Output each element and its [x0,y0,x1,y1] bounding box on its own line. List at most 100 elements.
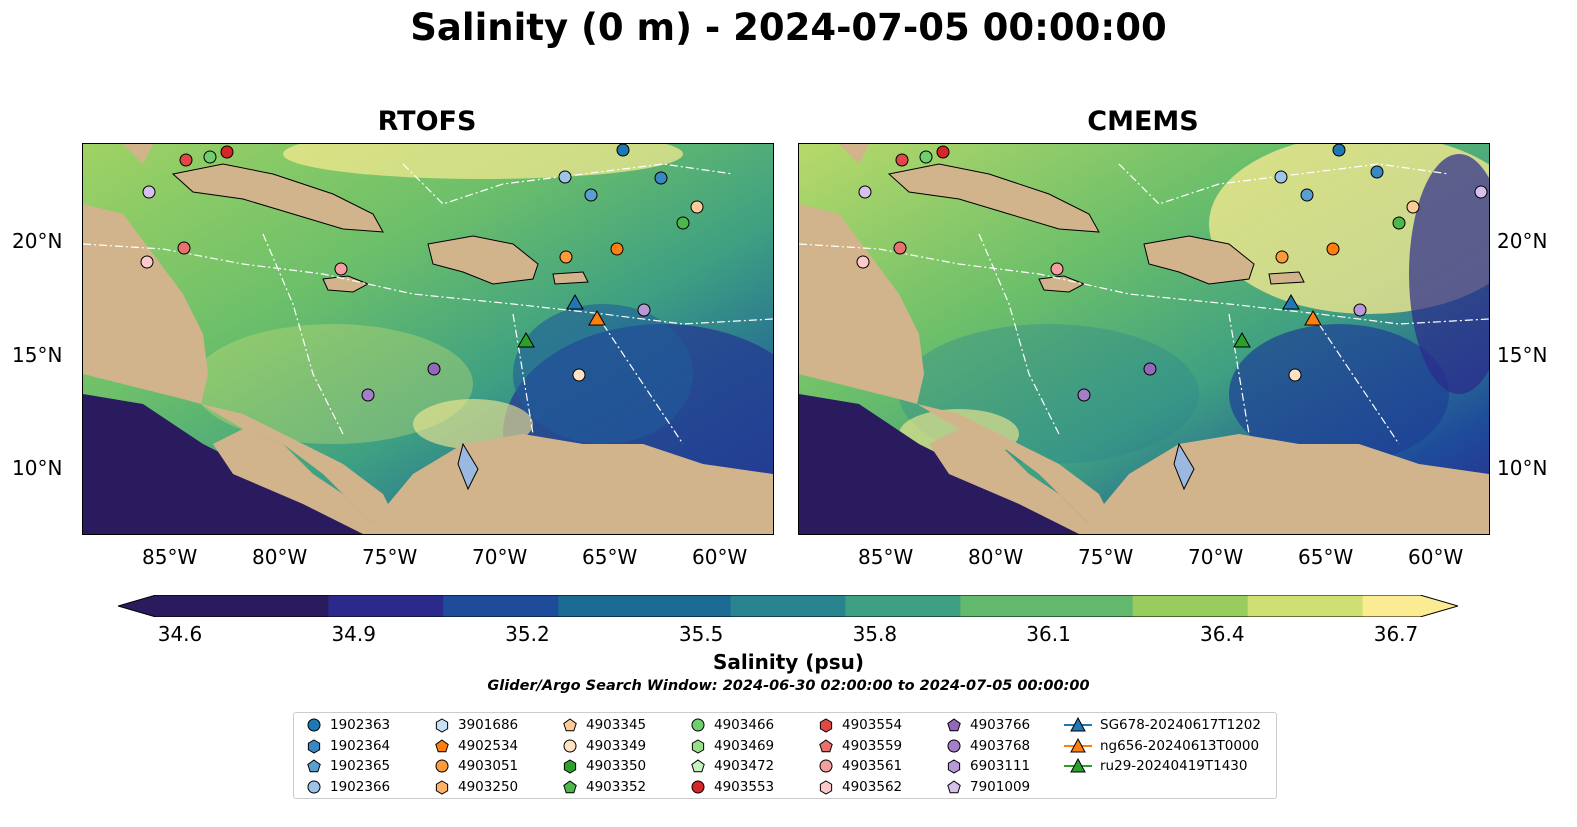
lon-tick-85w-left: 85°W [142,545,198,569]
colorbar-segment [730,595,789,617]
legend-label: 4903051 [458,758,519,774]
legend-label: 4903559 [842,737,903,754]
map-title-cmems: CMEMS [1087,106,1199,137]
lat-tick-20n-right: 20°N [1497,229,1548,253]
lon-tick-80w-right: 80°W [968,545,1024,569]
legend-label: 3901686 [458,717,519,733]
colorbar-tick-label: 35.2 [505,622,550,646]
pentagon-marker-icon [307,759,321,773]
colorbar-segment [558,595,617,617]
hexagon-marker-icon [947,759,961,774]
legend-label: 4903553 [714,778,775,795]
legend-item: 4903250 [434,777,518,797]
legend-label: 4903469 [714,737,775,754]
hexagon-marker-icon [691,738,705,754]
colorbar-segment [1132,595,1191,617]
legend-item: 4902534 [434,736,518,756]
lon-tick-60w-right: 60°W [1408,545,1464,569]
lat-tick-10n-right: 10°N [1497,456,1548,480]
pentagon-marker-icon [691,759,705,773]
colorbar-segment [788,595,847,617]
legend-item: SG678-20240617T1202 [1064,715,1261,735]
lat-tick-10n-left: 10°N [12,456,63,480]
map-panel-cmems [798,143,1490,535]
legend-item: 6903111 [946,756,1030,776]
colorbar-segment [443,595,502,617]
hexagon-marker-icon [563,759,577,774]
legend-label: 4903352 [586,778,647,795]
triangle-marker-icon [1064,717,1092,732]
legend-item: 7901009 [946,777,1030,797]
colorbar-extend-high [1420,595,1458,617]
legend-label: ru29-20240419T1430 [1100,758,1248,774]
colorbar-extend-low [118,595,156,617]
circle-marker-icon [307,718,321,732]
colorbar-segment [1075,595,1134,617]
hexagon-marker-icon [819,779,833,795]
legend-item: 4903768 [946,736,1030,756]
circle-marker-icon [563,739,577,752]
legend-label: SG678-20240617T1202 [1100,717,1261,733]
legend-item: 4903345 [562,715,646,735]
colorbar-tick-label: 34.6 [157,622,203,646]
pentagon-marker-icon [819,738,833,752]
lon-tick-65w-left: 65°W [582,545,638,569]
legend-item: 4903554 [818,715,902,735]
colorbar-tick-label: 36.4 [1200,622,1245,646]
colorbar-segment [1362,595,1421,617]
colorbar-segment [213,595,272,617]
colorbar-segment [270,595,329,617]
lon-tick-70w-right: 70°W [1188,545,1244,569]
colorbar [116,594,1460,618]
legend-item: 1902365 [306,756,390,776]
colorbar-segment [385,595,444,617]
colorbar-segment [615,595,674,617]
legend-item: 4903562 [818,777,902,797]
legend-label: ng656-20240613T0000 [1100,737,1260,754]
colorbar-segment [1247,595,1306,617]
triangle-marker-icon [1064,737,1092,752]
legend-item: 1902366 [306,777,390,797]
legend-label: 4903766 [970,717,1031,733]
salinity-map-cmems [799,144,1489,534]
legend-item: 4903466 [690,715,774,735]
colorbar-tick-label: 34.9 [331,622,376,646]
legend-label: 4903350 [586,758,647,774]
legend-label: 6903111 [970,758,1031,774]
legend-item: 4903561 [818,756,902,776]
circle-marker-icon [947,739,961,752]
legend-item: 4903559 [818,736,902,756]
salinity-map-rtofs [83,144,773,534]
legend-label: 4903345 [586,717,647,733]
pentagon-marker-icon [563,779,577,793]
colorbar-segment [960,595,1019,617]
legend-item: 4903350 [562,756,646,776]
legend-label: 4903561 [842,758,903,774]
colorbar-segment [902,595,961,617]
search-window-text: Glider/Argo Search Window: 2024-06-30 02… [487,678,1090,694]
circle-marker-icon [819,759,833,773]
colorbar-segment [1017,595,1076,617]
legend-item: 4903766 [946,715,1030,735]
colorbar-segment [845,595,904,617]
pentagon-marker-icon [947,779,961,793]
pentagon-marker-icon [563,718,577,732]
triangle-marker-icon [1064,758,1092,773]
legend-item: 1902363 [306,715,390,735]
colorbar-segment [328,595,387,617]
colorbar-segment [1190,595,1249,617]
hexagon-marker-icon [819,718,833,733]
circle-marker-icon [691,718,705,732]
lon-tick-80w-left: 80°W [252,545,308,569]
map-panel-rtofs [82,143,774,535]
legend-label: 4903466 [714,717,775,733]
legend-item: 4903349 [562,736,646,756]
legend: 1902363 1902364 1902365 1902366 3901686 49025… [293,712,1277,799]
legend-label: 1902364 [330,737,391,754]
colorbar-segment [500,595,559,617]
legend-label: 7901009 [970,778,1031,795]
legend-label: 1902366 [330,778,391,795]
lat-tick-20n-left: 20°N [12,229,63,253]
legend-label: 4903554 [842,717,903,733]
lon-tick-75w-right: 75°W [1078,545,1134,569]
